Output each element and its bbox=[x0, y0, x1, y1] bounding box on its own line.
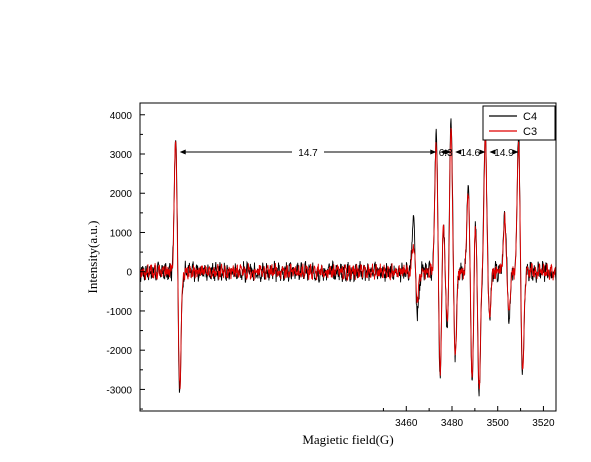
legend-label-c4: C4 bbox=[523, 111, 537, 123]
spacing-label: 14.7 bbox=[298, 148, 318, 159]
y-tick-label: -3000 bbox=[106, 385, 132, 396]
arrow-head-right bbox=[430, 149, 437, 155]
legend-box bbox=[482, 105, 556, 141]
y-tick-label: 3000 bbox=[110, 150, 133, 161]
x-axis-label: Magietic field(G) bbox=[302, 432, 393, 447]
annotation-layer: 14.7 6.3 14.6 14.9 bbox=[179, 148, 519, 159]
series-layer bbox=[140, 118, 556, 397]
legend: C4 C3 bbox=[482, 105, 556, 141]
arrow-head-left bbox=[440, 149, 447, 155]
y-tick-label: 1000 bbox=[110, 228, 133, 239]
plot-frame bbox=[139, 102, 557, 412]
x-tick-label: 3520 bbox=[532, 418, 555, 429]
arrow-head-left bbox=[179, 149, 186, 155]
series-line-c3 bbox=[140, 127, 556, 390]
arrow-head-right bbox=[445, 149, 452, 155]
arrow-head-right bbox=[512, 149, 519, 155]
spacing-label: 6.3 bbox=[439, 148, 453, 159]
y-tick-label: -1000 bbox=[106, 307, 132, 318]
y-tick-label: 2000 bbox=[110, 189, 133, 200]
x-tick-label: 3480 bbox=[441, 418, 464, 429]
legend-label-c3: C3 bbox=[523, 126, 537, 138]
x-tick-label: 3500 bbox=[487, 418, 510, 429]
spacing-label: 14.6 bbox=[461, 148, 481, 159]
ticks-layer: 3460 3480 3500 3520 -3000 -2000 -1000 0 1000 2000… bbox=[106, 111, 555, 429]
y-tick-label: 4000 bbox=[110, 111, 133, 122]
arrow-head-right bbox=[479, 149, 486, 155]
spacing-label: 14.9 bbox=[494, 148, 514, 159]
arrow-head-left bbox=[455, 149, 462, 155]
x-tick-label: 3460 bbox=[395, 418, 418, 429]
y-axis-label: Intensity(a.u.) bbox=[85, 221, 100, 294]
arrow-head-left bbox=[489, 149, 496, 155]
y-tick-label: 0 bbox=[126, 268, 132, 279]
y-tick-label: -2000 bbox=[106, 346, 132, 357]
